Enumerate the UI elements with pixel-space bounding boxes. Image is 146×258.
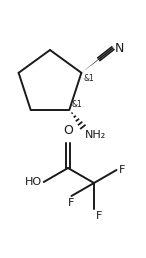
- Text: &1: &1: [83, 74, 94, 83]
- Text: F: F: [68, 198, 75, 208]
- Text: O: O: [63, 124, 73, 137]
- Text: N: N: [115, 42, 124, 55]
- Text: F: F: [119, 165, 125, 175]
- Text: NH₂: NH₂: [85, 130, 106, 140]
- Text: &1: &1: [71, 100, 82, 109]
- Text: F: F: [96, 211, 102, 221]
- Text: HO: HO: [25, 177, 42, 187]
- Polygon shape: [81, 57, 101, 73]
